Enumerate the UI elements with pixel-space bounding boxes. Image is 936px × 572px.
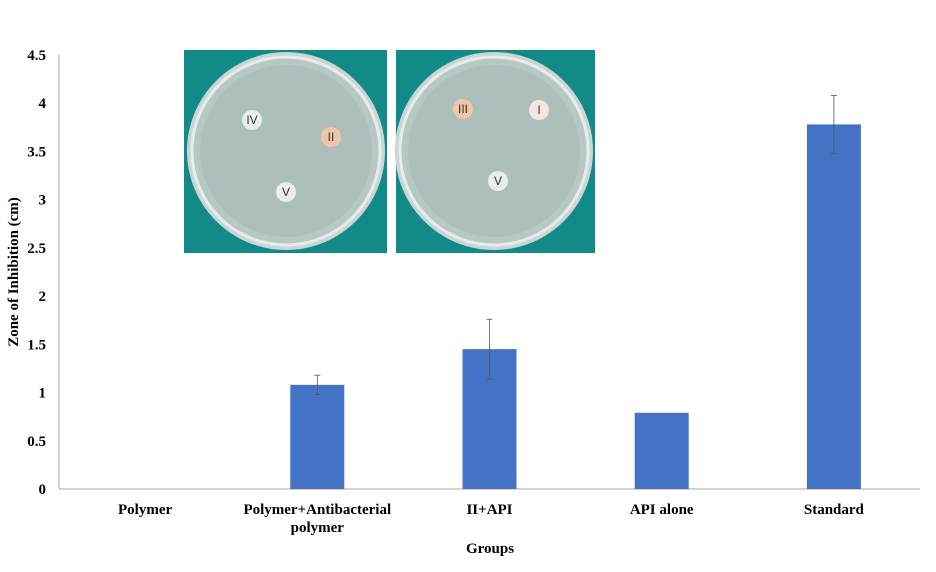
y-tick-label: 0.5 [27, 434, 46, 450]
y-tick-label: 2.5 [27, 241, 46, 257]
agar-plate-photo: IV II V III I V [184, 50, 595, 253]
x-tick-label: II+API [466, 502, 512, 518]
y-tick-label: 1.5 [27, 337, 46, 353]
disc-label: IV [246, 113, 257, 127]
bar [634, 412, 689, 489]
error-bar [830, 95, 837, 154]
disc-label: III [458, 102, 468, 116]
disc-label: V [494, 174, 502, 188]
error-bar [314, 374, 321, 395]
error-bar [486, 318, 493, 380]
bars [290, 124, 861, 489]
y-tick-label: 0 [39, 482, 47, 498]
x-tick-label: Polymer [118, 502, 172, 518]
error-bars [314, 95, 837, 395]
bar [806, 124, 861, 489]
disc-label: II [328, 130, 335, 144]
bar [290, 384, 345, 489]
y-tick-labels: 0 0.5 1 1.5 2 2.5 3 3.5 4 4.5 [27, 48, 46, 498]
x-tick-label: Polymer+Antibacterial polymer [243, 502, 391, 536]
y-tick-label: 4 [39, 96, 47, 112]
y-tick-label: 2 [39, 289, 47, 305]
petri-dish-left: IV II V [187, 52, 385, 250]
x-tick-label: API alone [630, 502, 694, 518]
y-tick-label: 3 [39, 193, 47, 209]
disc-label: V [282, 185, 290, 199]
y-tick-label: 4.5 [27, 48, 46, 64]
x-tick-label: Standard [804, 502, 865, 518]
petri-dish-right: III I V [395, 52, 593, 250]
y-tick-label: 1 [39, 386, 47, 402]
disc-label: I [537, 103, 540, 117]
x-tick-labels: Polymer Polymer+Antibacterial polymer II+AP… [118, 502, 865, 536]
x-axis-title: Groups [466, 541, 514, 557]
y-axis-title: Zone of Inhibition (cm) [6, 197, 22, 347]
y-tick-label: 3.5 [27, 144, 46, 160]
